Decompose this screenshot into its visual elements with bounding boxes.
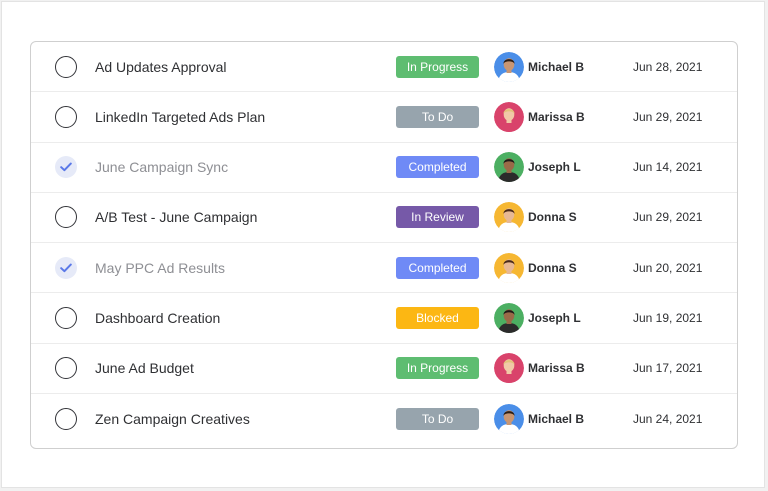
assignee-name: Donna S (528, 260, 577, 275)
status-badge[interactable]: Completed (396, 256, 479, 279)
check-icon (60, 263, 72, 272)
due-date: Jun 14, 2021 (633, 160, 703, 175)
assignee-name: Michael B (528, 411, 585, 426)
task-title[interactable]: Dashboard Creation (95, 309, 221, 326)
task-checkbox[interactable] (55, 206, 77, 229)
task-checkbox[interactable] (55, 357, 77, 380)
person-avatar-icon (494, 302, 524, 333)
status-badge[interactable]: To Do (396, 105, 479, 128)
status-badge[interactable]: In Progress (396, 357, 479, 380)
task-checkbox[interactable] (55, 156, 77, 179)
person-avatar-icon (494, 202, 524, 233)
due-date: Jun 28, 2021 (633, 59, 703, 74)
task-title[interactable]: May PPC Ad Results (95, 259, 225, 276)
assignee-name: Joseph L (528, 310, 581, 325)
avatar[interactable] (494, 202, 524, 233)
due-date: Jun 29, 2021 (633, 210, 703, 225)
assignee-name: Marissa B (528, 361, 585, 376)
status-badge[interactable]: To Do (396, 407, 479, 430)
person-avatar-icon (494, 252, 524, 283)
due-date: Jun 19, 2021 (633, 310, 703, 325)
task-title[interactable]: A/B Test - June Campaign (95, 209, 258, 226)
assignee-name: Joseph L (528, 160, 581, 175)
person-avatar-icon (494, 353, 524, 384)
person-avatar-icon (494, 403, 524, 434)
status-badge[interactable]: Completed (396, 156, 479, 179)
task-row[interactable]: Ad Updates Approval In Progress Michael … (31, 42, 737, 93)
person-avatar-icon (494, 101, 524, 132)
avatar[interactable] (494, 403, 524, 434)
due-date: Jun 24, 2021 (633, 411, 703, 426)
task-list: Ad Updates Approval In Progress Michael … (30, 41, 738, 449)
due-date: Jun 29, 2021 (633, 109, 703, 124)
avatar[interactable] (494, 302, 524, 333)
avatar[interactable] (494, 152, 524, 183)
task-row[interactable]: Dashboard Creation Blocked Joseph L Jun … (31, 293, 737, 344)
assignee-name: Michael B (528, 59, 585, 74)
person-avatar-icon (494, 152, 524, 183)
task-title[interactable]: LinkedIn Targeted Ads Plan (95, 108, 266, 125)
task-checkbox[interactable] (55, 105, 77, 128)
assignee-name: Marissa B (528, 109, 585, 124)
due-date: Jun 20, 2021 (633, 260, 703, 275)
task-row[interactable]: Zen Campaign Creatives To Do Michael B J… (31, 394, 737, 444)
task-title[interactable]: Zen Campaign Creatives (95, 410, 250, 427)
task-title[interactable]: June Campaign Sync (95, 159, 229, 176)
due-date: Jun 17, 2021 (633, 361, 703, 376)
check-icon (60, 162, 72, 172)
assignee-name: Donna S (528, 210, 577, 225)
task-row[interactable]: June Campaign Sync Completed Joseph L Ju… (31, 143, 737, 193)
task-checkbox[interactable] (55, 55, 77, 78)
task-row[interactable]: June Ad Budget In Progress Marissa B Jun… (31, 344, 737, 394)
task-title[interactable]: Ad Updates Approval (95, 58, 227, 75)
status-badge[interactable]: In Review (396, 206, 479, 229)
task-checkbox[interactable] (55, 306, 77, 329)
avatar[interactable] (494, 51, 524, 82)
avatar[interactable] (494, 252, 524, 283)
task-row[interactable]: A/B Test - June Campaign In Review Donna… (31, 193, 737, 243)
task-checkbox[interactable] (55, 407, 77, 430)
avatar[interactable] (494, 101, 524, 132)
status-badge[interactable]: Blocked (396, 306, 479, 329)
task-row[interactable]: May PPC Ad Results Completed Donna S Jun… (31, 243, 737, 294)
avatar[interactable] (494, 353, 524, 384)
status-badge[interactable]: In Progress (396, 55, 479, 78)
task-checkbox[interactable] (55, 256, 77, 279)
task-title[interactable]: June Ad Budget (95, 360, 194, 377)
task-row[interactable]: LinkedIn Targeted Ads Plan To Do Marissa… (31, 92, 737, 143)
person-avatar-icon (494, 51, 524, 82)
